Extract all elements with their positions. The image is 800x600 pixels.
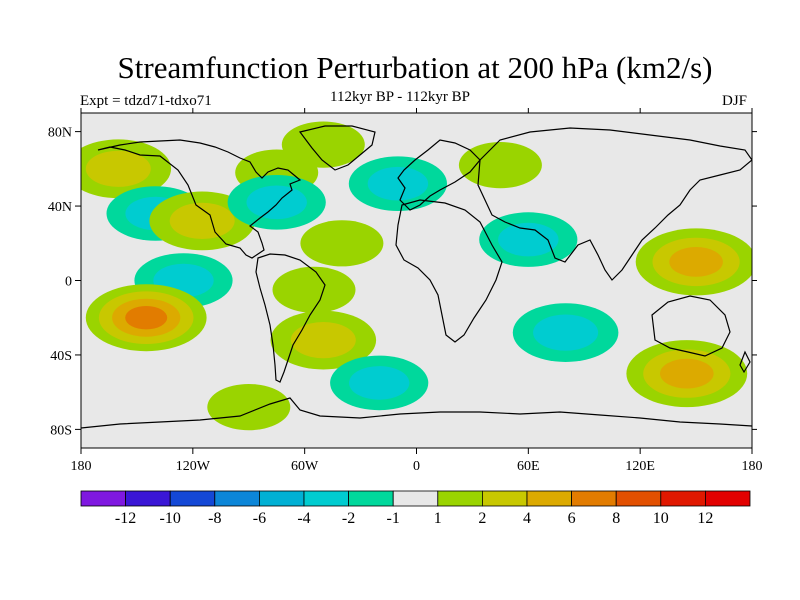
- colorbar-label: -12: [115, 510, 136, 527]
- x-tick-label: 0: [413, 459, 420, 474]
- coastline-australia: [651, 295, 731, 357]
- colorbar-label: 10: [653, 510, 669, 527]
- colorbar-label: -1: [387, 510, 400, 527]
- colorbar-swatch: [80, 490, 126, 507]
- season-label: DJF: [722, 93, 748, 109]
- colorbar-label: 8: [612, 510, 620, 527]
- colorbar-label: -2: [342, 510, 355, 527]
- coastline-asia: [477, 127, 752, 281]
- colorbar-swatch: [481, 490, 528, 507]
- colorbar-swatch: [615, 490, 662, 507]
- colorbar-label: 2: [478, 510, 486, 527]
- x-tick-label: 180: [742, 459, 763, 474]
- contour-region-16-level-3: [669, 247, 723, 277]
- colorbar-swatch: [660, 490, 706, 507]
- contour-region-6-level-2: [246, 185, 307, 220]
- colorbar-label: -8: [208, 510, 221, 527]
- y-tick-label: 40N: [48, 200, 72, 215]
- y-tick-label: 40S: [50, 349, 72, 364]
- coastline-greenland: [298, 125, 376, 171]
- contour-region-9-level-1: [458, 142, 542, 189]
- x-tick-label: 120W: [176, 459, 211, 474]
- coastline-layer: [81, 125, 752, 429]
- contour-region-7-level-1: [300, 220, 384, 267]
- contour-region-13-level-2: [290, 322, 356, 359]
- y-tick-label: 80S: [50, 423, 72, 438]
- contour-region-17-level-3: [660, 358, 714, 389]
- colorbar-label: 6: [568, 510, 576, 527]
- colorbar-label: 12: [697, 510, 713, 527]
- colorbar-label: -10: [160, 510, 181, 527]
- colorbar-swatch: [214, 490, 260, 507]
- x-tick-label: 180: [71, 459, 92, 474]
- contour-region-19-level-1: [207, 384, 291, 431]
- map-axes: 180 120W 60W 0 60E 120E 180 80N 40N 0 40S 80S: [48, 108, 763, 474]
- chart-title: Streamfunction Perturbation at 200 hPa (…: [117, 50, 713, 85]
- colorbar-swatch: [526, 490, 572, 507]
- y-tick-label: 0: [65, 275, 72, 290]
- period-subtitle: 112kyr BP - 112kyr BP: [330, 89, 471, 105]
- contour-region-11-level-1: [272, 266, 356, 313]
- coastline-north-america: [97, 139, 302, 259]
- colorbar-swatch: [258, 490, 305, 507]
- colorbar-swatch: [348, 490, 394, 507]
- colorbar-swatch: [705, 490, 751, 507]
- contour-fill-layer: [81, 121, 752, 431]
- colorbar: -12 -10 -8 -6 -4 -2 -1 1 2 4 6 8 10 12: [80, 490, 751, 527]
- coastline-antarctica: [81, 397, 752, 429]
- contour-region-3-level-2: [169, 202, 235, 239]
- experiment-label: Expt = tdzd71-tdxo71: [80, 93, 212, 109]
- x-tick-label: 120E: [625, 459, 655, 474]
- coastline-south-america: [255, 253, 326, 383]
- contour-region-18-level-2: [349, 366, 410, 400]
- colorbar-label: 4: [523, 510, 531, 527]
- coastline-africa: [395, 199, 503, 343]
- colorbar-swatch: [169, 490, 216, 507]
- contour-region-15-level-2: [533, 314, 599, 351]
- colorbar-label: 1: [434, 510, 442, 527]
- colorbar-label: -6: [253, 510, 266, 527]
- x-tick-label: 60W: [291, 459, 319, 474]
- colorbar-swatch: [437, 490, 483, 507]
- colorbar-swatch: [303, 490, 349, 507]
- contour-region-1-level-2: [85, 150, 151, 187]
- colorbar-swatch: [125, 490, 171, 507]
- coastline-europe: [397, 139, 481, 211]
- y-tick-label: 80N: [48, 126, 72, 141]
- contour-region-8-level-2: [367, 166, 429, 201]
- colorbar-label: -4: [297, 510, 310, 527]
- contour-region-12-level-4: [125, 306, 168, 330]
- x-tick-label: 60E: [517, 459, 540, 474]
- colorbar-swatch: [392, 490, 439, 507]
- contour-region-14-level-2: [498, 222, 559, 257]
- coastline-new-zealand: [739, 350, 751, 374]
- colorbar-swatch: [571, 490, 617, 507]
